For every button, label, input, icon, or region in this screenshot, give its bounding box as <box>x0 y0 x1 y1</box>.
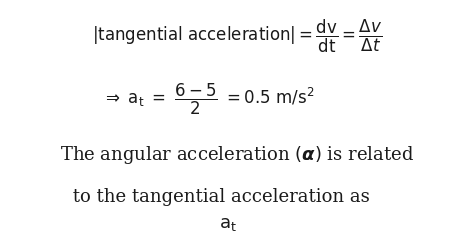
Text: The angular acceleration $(\boldsymbol{\alpha})$ is related: The angular acceleration $(\boldsymbol{\… <box>60 144 414 166</box>
Text: $\mathrm{a}_{\mathrm{t}}$: $\mathrm{a}_{\mathrm{t}}$ <box>219 215 237 233</box>
Text: $\Rightarrow\ \mathrm{a}_{\mathrm{t}}\ =\ \dfrac{6-5}{2}\ = 0.5\ \mathrm{m/s}^2$: $\Rightarrow\ \mathrm{a}_{\mathrm{t}}\ =… <box>102 82 315 117</box>
Text: to the tangential acceleration as: to the tangential acceleration as <box>67 188 369 207</box>
Text: $|\mathrm{tangential\ acceleration}| = \dfrac{\mathrm{dv}}{\mathrm{dt}} = \dfrac: $|\mathrm{tangential\ acceleration}| = \… <box>92 17 382 55</box>
